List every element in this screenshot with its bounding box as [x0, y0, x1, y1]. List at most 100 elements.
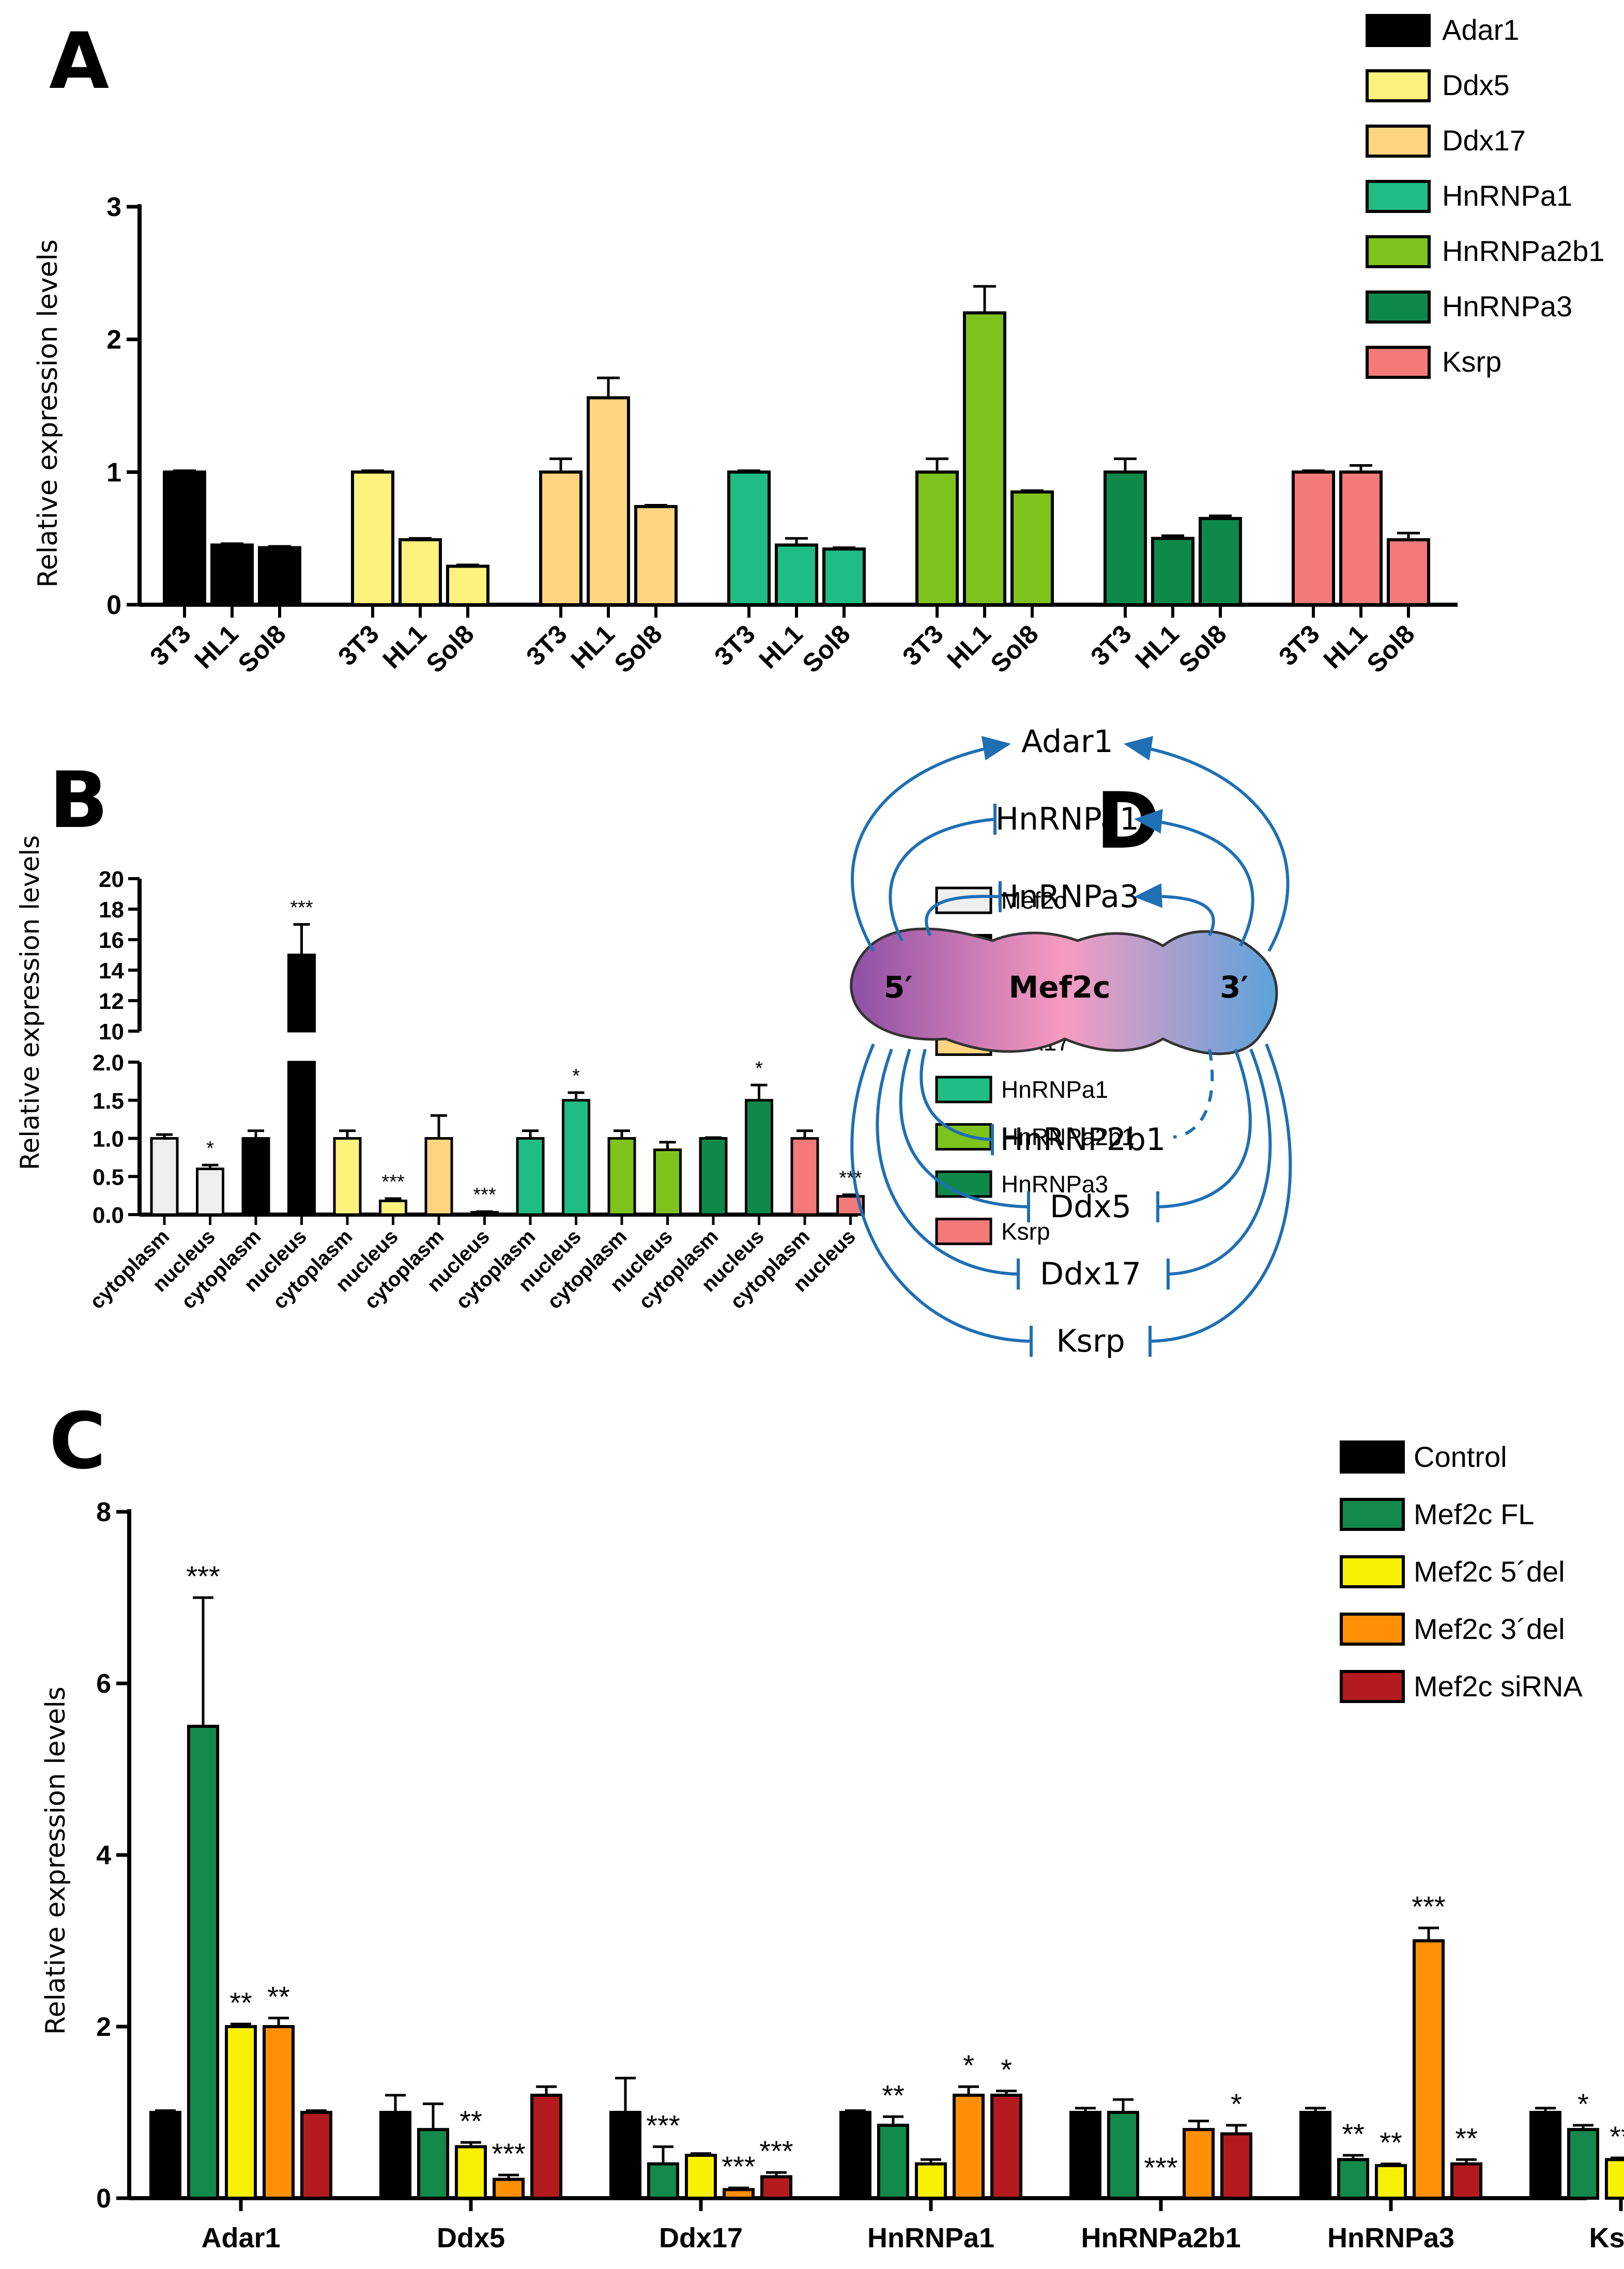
- c-legend-swatch-mef2c-fl: [1340, 1498, 1405, 1531]
- bar-a-ddx5-hl1: [399, 538, 442, 606]
- bar-a-ddx17-sol8: [634, 505, 678, 606]
- bar-c-ddx5-mef2c-sirna: [530, 2093, 562, 2200]
- inhibit-3p-ddx5: [1157, 1048, 1252, 1208]
- c-y-tick-label: 8: [96, 1497, 111, 1527]
- a-y-tick-label: 0: [106, 590, 121, 620]
- bar-b-mef2c-cytoplasm: [150, 1137, 179, 1216]
- bar-c-ddx17-mef2c-sirna: [760, 2175, 792, 2200]
- a-y-tick-label: 2: [106, 325, 121, 355]
- bar-c-adar1-control: [149, 2111, 181, 2200]
- c-legend-label-mef2c-sirna: Mef2c siRNA: [1414, 1670, 1583, 1703]
- a-x-tick-label: 3T3: [1085, 619, 1137, 671]
- bar-a-ddx17-hl1: [587, 396, 630, 606]
- bar-c-hnrnpa1-mef2c-3-del: [953, 2093, 985, 2200]
- bar-a-ddx5-sol8: [446, 564, 489, 606]
- bar-c-hnrnpa2b1-control: [1069, 2111, 1101, 2200]
- a-x-tick-label: 3T3: [332, 619, 385, 671]
- a-x-tick-label: Sol8: [609, 619, 668, 678]
- chart-b: Relative expression levels 0.0 0.5 1.0 1.5 2…: [15, 835, 1135, 1313]
- bar-b-mef2c-nucleus-significance: *: [206, 1138, 214, 1159]
- bar-a-ksrp-3t3: [1292, 470, 1335, 606]
- bar-a-ddx5-3t3: [351, 470, 394, 606]
- a-x-tick-label: HL1: [1317, 619, 1372, 674]
- a-x-tick-label: Sol8: [421, 619, 480, 678]
- bar-c-hnrnpa3-mef2c-5-del: [1375, 2164, 1407, 2200]
- bar-b-hnrnpa3-cytoplasm: [699, 1137, 728, 1216]
- bar-c-ddx5-mef2c-5-del: [455, 2145, 487, 2200]
- c-y-tick-label: 0: [96, 2184, 111, 2214]
- bar-c-hnrnpa3-mef2c-sirna-significance: **: [1455, 2122, 1478, 2154]
- b-y-tick-label: 1.5: [93, 1088, 124, 1114]
- a-legend-swatch-hnrnpa3: [1366, 290, 1431, 324]
- bar-c-adar1-mef2c-sirna: [300, 2111, 332, 2200]
- bar-b-hnrnpa2b1-nucleus: [653, 1148, 682, 1216]
- inhibit-5p-hnrnp2b1: [920, 1049, 993, 1141]
- bar-c-ddx5-mef2c-5-del-significance: **: [459, 2105, 482, 2137]
- a-legend-label-ddx5: Ddx5: [1442, 69, 1510, 101]
- bar-c-adar1-mef2c-5-del: [225, 2025, 257, 2200]
- panel-label-a: A: [49, 17, 109, 106]
- a-legend-swatch-hnrnpa2b1: [1366, 235, 1431, 268]
- bar-a-ksrp-hl1: [1339, 470, 1383, 606]
- c-legend-swatch-mef2c-3-del: [1340, 1613, 1405, 1646]
- chart-c-y-axis-label: Relative expression levels: [40, 1687, 71, 2035]
- bar-c-hnrnpa3-mef2c-5-del-significance: **: [1380, 2126, 1402, 2159]
- panel-label-c: C: [49, 1397, 106, 1486]
- a-legend-swatch-ddx5: [1366, 69, 1431, 102]
- bar-b-adar1-nucleus-upper: [287, 954, 316, 1033]
- inhibit-3p-ksrp: [1150, 1043, 1292, 1343]
- bar-b-adar1-cytoplasm: [241, 1137, 270, 1216]
- target-hnrnpa3-label: HnRNPa3: [995, 879, 1139, 915]
- target-ddx5-label: Ddx5: [1050, 1189, 1131, 1225]
- b-legend-label-mef2c: Mef2c: [1001, 887, 1066, 914]
- b-y-tick-label: 0.0: [93, 1203, 124, 1228]
- dashed-3p-hnrnp2b1: [1173, 1049, 1214, 1139]
- c-y-tick-label: 4: [96, 1841, 111, 1871]
- b-y-tick-label: 0.5: [93, 1164, 124, 1190]
- b-y-tick-label: 16: [99, 928, 124, 953]
- chart-a-y-axis-label: Relative expression levels: [33, 239, 64, 588]
- b-legend-label-hnrnpa1: HnRNPa1: [1001, 1076, 1108, 1103]
- bar-c-adar1-mef2c-fl-significance: ***: [186, 1560, 220, 1592]
- bar-b-ddx5-nucleus: [379, 1199, 407, 1216]
- c-x-tick-label-hnrnpa2b1: HnRNPa2b1: [1081, 2222, 1240, 2253]
- panel-label-b: B: [49, 756, 108, 846]
- target-ksrp-label: Ksrp: [1056, 1323, 1125, 1359]
- b-legend-label-ksrp: Ksrp: [1001, 1218, 1050, 1245]
- target-hnrnpa1-label: HnRNPa1: [995, 801, 1139, 837]
- target-adar1-label: Adar1: [1021, 724, 1113, 760]
- bar-c-hnrnpa1-mef2c-sirna-significance: *: [1001, 2053, 1012, 2086]
- bar-c-hnrnpa1-mef2c-fl-significance: **: [882, 2079, 905, 2111]
- bar-b-adar1-nucleus-lower: [287, 1061, 316, 1216]
- bar-b-hnrnpa1-nucleus-significance: *: [572, 1065, 580, 1087]
- inhibit-3p-ddx17: [1168, 1048, 1272, 1276]
- bar-a-hnrnpa1-hl1: [775, 543, 818, 606]
- bar-b-hnrnpa1-cytoplasm: [516, 1137, 545, 1216]
- c-legend-swatch-mef2c-5-del: [1340, 1555, 1405, 1588]
- c-x-tick-label-ddx17: Ddx17: [659, 2222, 743, 2253]
- inhibit-5p-ksrp: [850, 1043, 1032, 1343]
- b-y-tick-label: 10: [99, 1019, 124, 1045]
- bar-c-hnrnpa3-mef2c-sirna: [1450, 2162, 1482, 2200]
- bar-c-ddx5-mef2c-3-del-significance: ***: [492, 2137, 525, 2170]
- inhibit-5p-hnrnpa1: [888, 818, 995, 942]
- bar-c-adar1-mef2c-3-del-significance: **: [267, 1980, 290, 2013]
- bar-b-hnrnpa3-nucleus: [745, 1099, 773, 1216]
- b-y-tick-label: 1.0: [93, 1127, 124, 1152]
- c-legend-swatch-control: [1340, 1440, 1405, 1474]
- bar-a-hnrnpa2b1-sol8: [1010, 490, 1054, 606]
- b-y-tick-label: 14: [99, 958, 124, 984]
- target-hnrnp2b1-label: HnRNP2b1: [1000, 1122, 1166, 1158]
- inhibit-5p-hnrnpa3: [925, 895, 1001, 937]
- rna-5-prime-label: 5′: [884, 970, 913, 1005]
- arrow-3p-hnrnpa3: [1134, 883, 1215, 937]
- a-x-tick-label: Sol8: [233, 619, 292, 678]
- bar-c-hnrnpa2b1-mef2c-5-del-significance: ***: [1144, 2151, 1177, 2184]
- bar-c-ddx17-mef2c-fl-significance: ***: [646, 2109, 680, 2141]
- arrow-5p-adar1: [851, 735, 1011, 952]
- bar-c-hnrnpa2b1-mef2c-fl: [1107, 2111, 1139, 2200]
- a-y-tick-label: 1: [106, 457, 121, 487]
